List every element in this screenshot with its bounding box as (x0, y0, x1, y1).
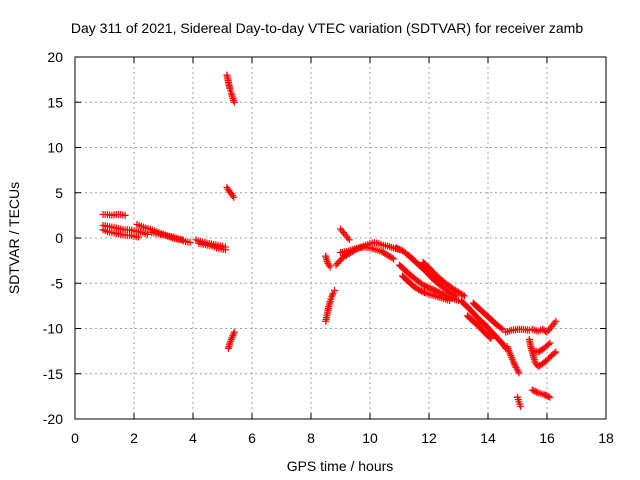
x-tick-label: 4 (189, 430, 197, 446)
data-track-track-19 (419, 258, 468, 300)
x-tick-label: 16 (539, 430, 555, 446)
data-track-track-2 (99, 221, 151, 238)
data-track-track-13 (332, 239, 403, 269)
x-tick-label: 12 (421, 430, 437, 446)
data-track-track-24 (503, 343, 523, 377)
data-marks (99, 71, 560, 410)
x-tick-label: 14 (480, 430, 496, 446)
data-track-track-5 (148, 229, 187, 244)
data-track-track-26 (528, 386, 554, 401)
data-track-track-3 (99, 226, 142, 241)
data-track-track-27 (525, 335, 560, 371)
x-tick-label: 2 (130, 430, 138, 446)
y-tick-label: -15 (43, 366, 63, 382)
grid-lines (75, 57, 606, 419)
data-track-track-8 (223, 71, 238, 106)
data-track-track-10 (224, 328, 238, 352)
data-track-track-6 (192, 236, 229, 251)
y-tick-label: 0 (55, 230, 63, 246)
data-track-track-20 (457, 297, 510, 352)
data-track-track-11 (322, 286, 339, 325)
y-tick-label: 10 (47, 140, 63, 156)
x-tick-label: 6 (248, 430, 256, 446)
data-track-track-25 (514, 393, 524, 410)
x-tick-label: 10 (362, 430, 378, 446)
y-tick-label: 5 (55, 185, 63, 201)
data-track-track-1 (99, 210, 129, 219)
x-axis-label: GPS time / hours (287, 458, 394, 474)
y-tick-label: -20 (43, 411, 63, 427)
data-track-track-14 (337, 243, 398, 263)
axis-ticks (74, 56, 607, 420)
data-track-track-23 (502, 325, 533, 336)
y-tick-label: 20 (47, 49, 63, 65)
data-track-track-21 (469, 299, 507, 333)
data-track-track-22 (463, 312, 495, 342)
data-track-track-12 (322, 252, 334, 271)
x-tick-label: 18 (598, 430, 614, 446)
y-axis-label: SDTVAR / TECUs (6, 182, 22, 294)
data-track-track-9 (223, 183, 238, 201)
x-tick-labels: 0 2 4 6 8 10 12 14 16 18 (71, 430, 614, 446)
y-tick-label: -5 (51, 275, 64, 291)
data-track-track-29 (528, 339, 554, 356)
data-track-track-15 (337, 225, 353, 244)
x-tick-label: 0 (71, 430, 79, 446)
data-track-track-7 (195, 239, 229, 254)
data-track-track-28 (528, 317, 560, 336)
x-tick-label: 8 (307, 430, 315, 446)
data-track-track-16 (393, 244, 460, 300)
y-tick-label: -10 (43, 321, 63, 337)
data-track-track-18 (398, 272, 454, 304)
y-tick-labels: 20 15 10 5 0 -5 -10 -15 -20 (43, 49, 63, 427)
y-tick-label: 15 (47, 94, 63, 110)
chart-title: Day 311 of 2021, Sidereal Day-to-day VTE… (71, 20, 583, 36)
data-track-track-17 (396, 261, 462, 304)
